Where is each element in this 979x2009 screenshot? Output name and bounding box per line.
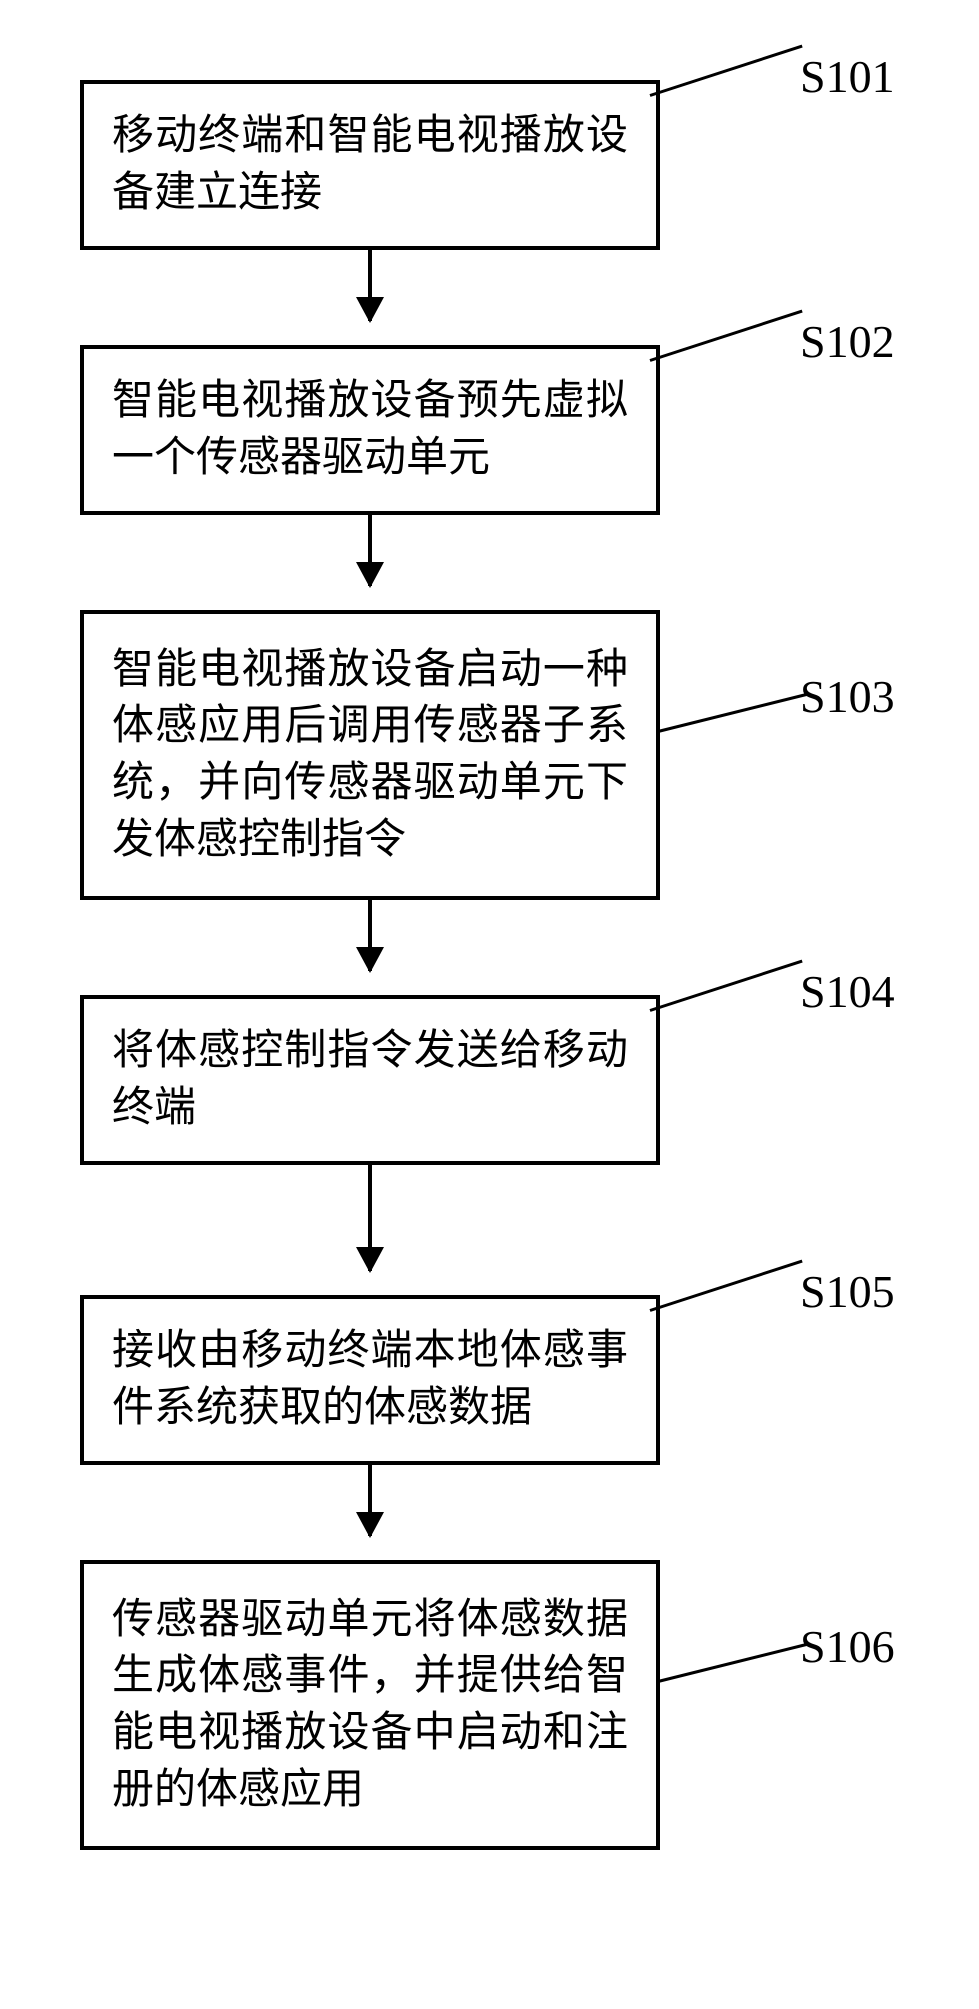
label-connector [658, 1643, 809, 1683]
step-text: 传感器驱动单元将体感数据生成体感事件，并提供给智能电视播放设备中启动和注册的体感… [112, 1592, 628, 1819]
arrow-line [368, 250, 372, 321]
step-text: 将体感控制指令发送给移动终端 [112, 1023, 628, 1136]
step-box: 将体感控制指令发送给移动终端 [80, 995, 660, 1165]
arrow [80, 515, 900, 610]
step-box: 智能电视播放设备预先虚拟一个传感器驱动单元 [80, 345, 660, 515]
step-s106: 传感器驱动单元将体感数据生成体感事件，并提供给智能电视播放设备中启动和注册的体感… [80, 1560, 900, 1850]
step-text: 智能电视播放设备启动一种体感应用后调用传感器子系统，并向传感器驱动单元下发体感控… [112, 642, 628, 869]
step-box: 移动终端和智能电视播放设备建立连接 [80, 80, 660, 250]
step-box: 智能电视播放设备启动一种体感应用后调用传感器子系统，并向传感器驱动单元下发体感控… [80, 610, 660, 900]
step-s102: 智能电视播放设备预先虚拟一个传感器驱动单元S102 [80, 345, 900, 515]
arrow [80, 1465, 900, 1560]
step-box: 传感器驱动单元将体感数据生成体感事件，并提供给智能电视播放设备中启动和注册的体感… [80, 1560, 660, 1850]
step-label: S106 [800, 1620, 895, 1673]
step-s104: 将体感控制指令发送给移动终端S104 [80, 995, 900, 1165]
arrow [80, 250, 900, 345]
step-s103: 智能电视播放设备启动一种体感应用后调用传感器子系统，并向传感器驱动单元下发体感控… [80, 610, 900, 900]
label-connector [650, 45, 803, 97]
step-s105: 接收由移动终端本地体感事件系统获取的体感数据S105 [80, 1295, 900, 1465]
arrow [80, 1165, 900, 1295]
step-s101: 移动终端和智能电视播放设备建立连接S101 [80, 80, 900, 250]
step-label: S102 [800, 315, 895, 368]
step-text: 接收由移动终端本地体感事件系统获取的体感数据 [112, 1323, 628, 1436]
step-box: 接收由移动终端本地体感事件系统获取的体感数据 [80, 1295, 660, 1465]
label-connector [658, 693, 809, 733]
step-label: S101 [800, 50, 895, 103]
step-label: S103 [800, 670, 895, 723]
flowchart-container: 移动终端和智能电视播放设备建立连接S101 智能电视播放设备预先虚拟一个传感器驱动… [80, 80, 900, 1850]
arrow [80, 900, 900, 995]
step-label: S104 [800, 965, 895, 1018]
step-text: 移动终端和智能电视播放设备建立连接 [112, 108, 628, 221]
arrow-line [368, 1465, 372, 1536]
step-label: S105 [800, 1265, 895, 1318]
step-text: 智能电视播放设备预先虚拟一个传感器驱动单元 [112, 373, 628, 486]
arrow-line [368, 515, 372, 586]
arrow-line [368, 900, 372, 971]
arrow-line [368, 1165, 372, 1271]
